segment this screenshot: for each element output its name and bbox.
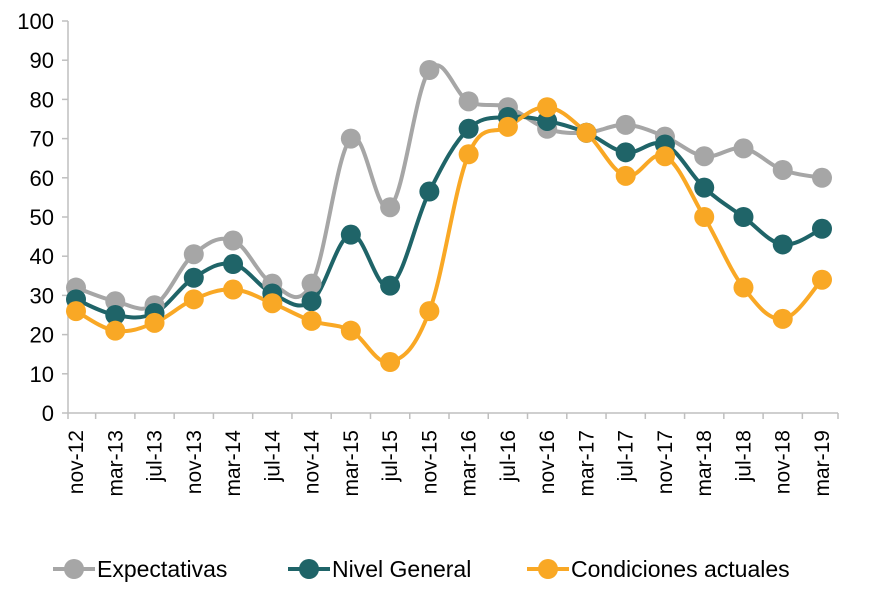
series-line-nivel-general [74,114,824,320]
x-tick-label: mar-13 [104,430,127,497]
y-tick-label: 70 [30,127,54,152]
data-point-condiciones-actuales [380,352,401,373]
y-tick-label: 100 [17,9,54,34]
series-line-condiciones-actuales [74,105,824,365]
data-point-expectativas [694,146,715,167]
x-tick-label: nov-15 [418,430,441,494]
y-tick-label: 90 [30,48,54,73]
x-tick-label: jul-13 [144,430,167,482]
x-tick-label: jul-18 [732,430,755,482]
x-tick-label: mar-18 [693,430,716,497]
data-point-nivel-general [223,254,244,275]
data-point-expectativas [340,128,361,149]
data-point-nivel-general [812,218,832,239]
legend: Expectativas Nivel General Condiciones act… [53,556,790,582]
x-tick-label: nov-17 [654,430,677,494]
data-point-condiciones-actuales [733,277,754,298]
data-point-nivel-general [183,267,204,288]
data-point-condiciones-actuales [419,301,440,322]
data-point-condiciones-actuales [812,269,832,290]
data-point-condiciones-actuales [262,293,283,314]
axes: 0 10 20 30 40 50 60 70 80 90 100 nov-12 mar-13 jul-13… [17,9,839,497]
x-tick-label: jul-16 [497,430,520,482]
data-point-condiciones-actuales [615,165,636,186]
data-point-condiciones-actuales [458,144,479,165]
data-point-expectativas [419,60,440,80]
series-points [66,60,832,373]
data-point-condiciones-actuales [223,279,244,300]
x-tick-label: jul-15 [379,430,402,482]
y-tick-label: 50 [30,205,54,230]
legend-marker-nivel-general [299,559,319,579]
data-point-expectativas [733,138,754,159]
data-point-expectativas [223,230,244,251]
legend-marker-expectativas [64,559,84,579]
x-tick-label: nov-12 [65,430,88,494]
x-tick-label: jul-17 [615,430,638,482]
y-tick-label: 10 [30,362,54,387]
data-point-condiciones-actuales [301,310,322,331]
data-point-nivel-general [772,234,793,255]
legend-marker-condiciones-actuales [538,559,558,579]
data-point-nivel-general [615,142,636,163]
data-point-condiciones-actuales [576,122,597,143]
data-point-nivel-general [301,291,322,312]
data-point-nivel-general [694,177,715,198]
data-point-condiciones-actuales [694,207,715,227]
data-point-expectativas [105,291,126,312]
data-point-nivel-general [733,207,754,227]
data-point-nivel-general [537,110,558,131]
x-tick-label: jul-14 [261,430,284,483]
data-point-expectativas [183,244,204,265]
data-point-expectativas [615,114,636,135]
x-tick-label: nov-16 [536,430,559,494]
data-point-expectativas [301,273,322,294]
y-tick-label: 40 [30,244,54,269]
legend-label-nivel-general: Nivel General [332,556,471,582]
data-point-condiciones-actuales [772,308,793,329]
data-point-condiciones-actuales [66,301,86,322]
data-point-condiciones-actuales [144,312,165,333]
data-point-condiciones-actuales [537,97,558,118]
data-point-expectativas [380,197,401,218]
data-point-nivel-general [105,305,126,325]
data-point-condiciones-actuales [654,146,675,167]
x-tick-label: nov-18 [772,430,795,494]
y-tick-label: 20 [30,323,54,348]
y-tick-label: 30 [30,283,54,308]
y-tick-label: 80 [30,87,54,112]
data-point-nivel-general [419,181,440,202]
x-tick-label: nov-14 [301,430,324,495]
legend-label-condiciones-actuales: Condiciones actuales [571,556,790,582]
data-point-nivel-general [458,118,479,139]
data-point-nivel-general [380,275,401,296]
y-tick-label: 0 [42,401,54,426]
y-tick-label: 60 [30,166,54,191]
x-tick-label: mar-14 [222,430,245,497]
x-tick-label: mar-16 [458,430,481,497]
data-point-expectativas [772,159,793,180]
data-point-condiciones-actuales [340,320,361,341]
data-point-condiciones-actuales [497,116,518,137]
data-point-condiciones-actuales [105,320,126,341]
x-tick-label: mar-15 [340,430,363,497]
data-point-condiciones-actuales [183,289,204,310]
data-point-expectativas [458,91,479,112]
x-tick-label: nov-13 [183,430,206,494]
x-tick-label: mar-19 [811,430,834,497]
x-tick-label: mar-17 [575,430,598,497]
data-point-nivel-general [340,224,361,245]
legend-label-expectativas: Expectativas [97,556,227,582]
data-point-expectativas [812,167,832,188]
